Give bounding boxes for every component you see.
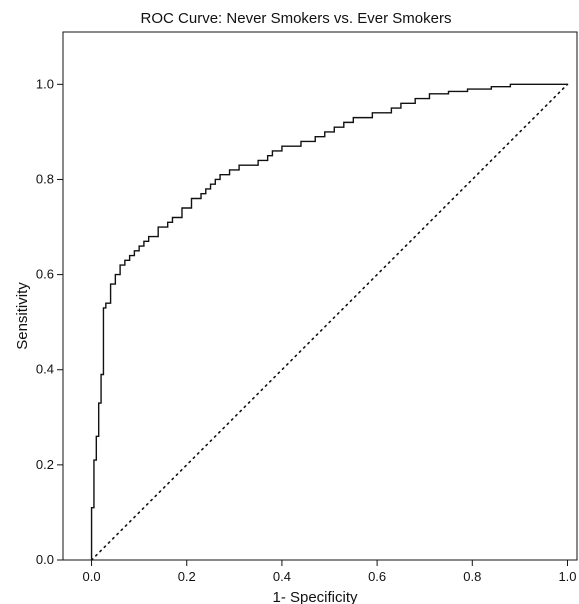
x-tick-label: 0.2 bbox=[178, 569, 196, 584]
y-axis-title: Sensitivity bbox=[14, 282, 31, 350]
chart-title: ROC Curve: Never Smokers vs. Ever Smoker… bbox=[141, 10, 452, 27]
y-tick-label: 0.6 bbox=[36, 267, 54, 282]
x-tick-label: 0.6 bbox=[368, 569, 386, 584]
x-axis-title: 1- Specificity bbox=[272, 589, 358, 604]
y-tick-label: 0.0 bbox=[36, 552, 54, 567]
y-axis: 0.0 0.2 0.4 0.6 0.8 1.0 bbox=[36, 76, 63, 567]
y-tick-label: 1.0 bbox=[36, 76, 54, 91]
series-layer bbox=[90, 83, 569, 561]
x-axis: 0.0 0.2 0.4 0.6 0.8 1.0 bbox=[83, 560, 577, 584]
x-tick-label: 0.0 bbox=[83, 569, 101, 584]
y-tick-label: 0.8 bbox=[36, 171, 54, 186]
x-tick-label: 0.8 bbox=[463, 569, 481, 584]
y-tick-label: 0.2 bbox=[36, 457, 54, 472]
plot-frame bbox=[62, 31, 578, 561]
x-tick-label: 0.4 bbox=[273, 569, 291, 584]
x-tick-label: 1.0 bbox=[558, 569, 576, 584]
y-tick-label: 0.4 bbox=[36, 362, 54, 377]
reference-diagonal-line bbox=[90, 83, 569, 561]
roc-curve-line bbox=[90, 83, 568, 560]
